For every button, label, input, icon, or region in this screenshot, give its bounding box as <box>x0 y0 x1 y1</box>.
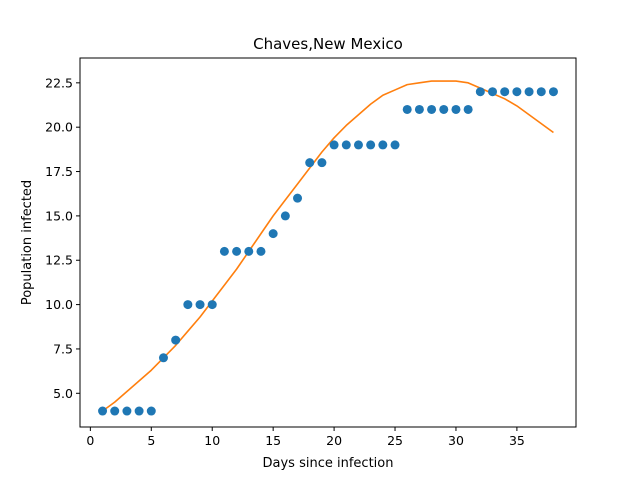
x-tick-label: 20 <box>326 433 342 448</box>
data-point <box>378 140 388 150</box>
data-point <box>122 406 132 416</box>
data-point <box>512 87 522 97</box>
x-tick-label: 5 <box>147 433 155 448</box>
y-tick-label: 5.0 <box>53 386 73 401</box>
data-point <box>524 87 534 97</box>
y-tick-label: 17.5 <box>45 164 73 179</box>
data-point <box>244 246 254 256</box>
x-tick-label: 0 <box>86 433 94 448</box>
data-point <box>366 140 376 150</box>
data-point <box>353 140 363 150</box>
data-point <box>280 211 290 221</box>
data-point <box>232 246 242 256</box>
data-point <box>134 406 144 416</box>
data-point <box>98 406 108 416</box>
data-point <box>219 246 229 256</box>
data-point <box>548 87 558 97</box>
data-point <box>207 300 217 310</box>
chart-title: Chaves,New Mexico <box>253 35 403 53</box>
y-tick-label: 10.0 <box>45 297 73 312</box>
data-point <box>414 104 424 114</box>
data-point <box>427 104 437 114</box>
x-tick-label: 30 <box>448 433 464 448</box>
y-tick-label: 22.5 <box>45 75 73 90</box>
data-point <box>500 87 510 97</box>
y-tick-label: 15.0 <box>45 208 73 223</box>
y-tick-label: 7.5 <box>53 341 73 356</box>
data-point <box>183 300 193 310</box>
data-point <box>402 104 412 114</box>
axis-ticks: 0 5 10 15 20 25 30 35 5.0 7.5 10.0 12.5 15.0 17.5 20.0… <box>45 75 525 448</box>
data-point <box>110 406 120 416</box>
data-point <box>256 246 266 256</box>
data-point <box>305 158 315 168</box>
data-point <box>329 140 339 150</box>
x-tick-label: 15 <box>265 433 281 448</box>
data-point <box>451 104 461 114</box>
y-axis-label: Population infected <box>20 180 35 305</box>
data-point <box>341 140 351 150</box>
x-tick-label: 25 <box>387 433 403 448</box>
y-tick-label: 12.5 <box>45 253 73 268</box>
data-point <box>171 335 181 345</box>
x-tick-label: 10 <box>204 433 220 448</box>
data-point <box>488 87 498 97</box>
data-point <box>463 104 473 114</box>
data-point <box>317 158 327 168</box>
plot-area <box>98 80 558 416</box>
axes-frame <box>79 57 577 428</box>
x-axis-label: Days since infection <box>263 456 394 471</box>
data-point <box>195 300 205 310</box>
data-point <box>158 353 168 363</box>
data-point <box>536 87 546 97</box>
x-tick-label: 35 <box>509 433 525 448</box>
data-point <box>293 193 303 203</box>
data-point <box>268 229 278 239</box>
y-tick-label: 20.0 <box>45 120 73 135</box>
data-point <box>146 406 156 416</box>
data-point <box>390 140 400 150</box>
data-point <box>439 104 449 114</box>
data-point <box>475 87 485 97</box>
